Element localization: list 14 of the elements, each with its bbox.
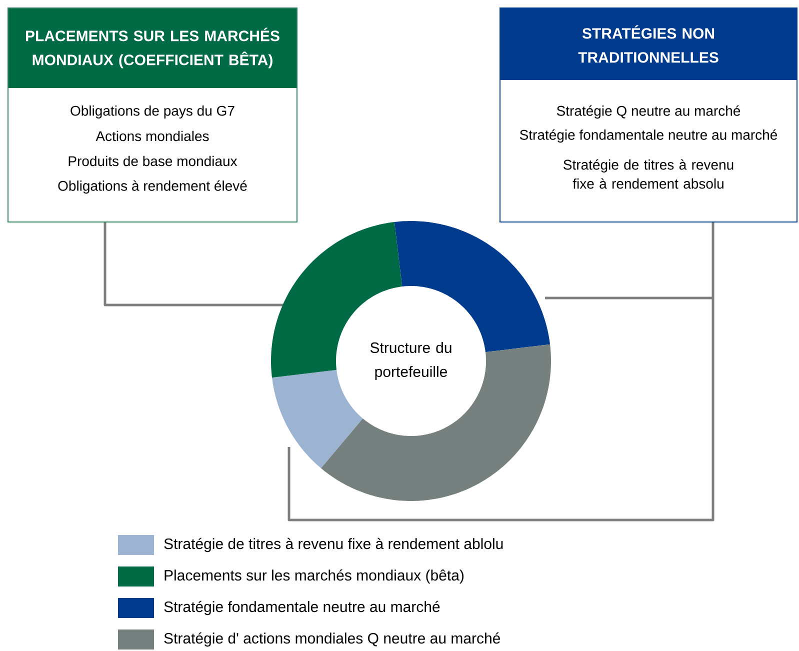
text: Structure du portefeuille [370,342,452,380]
legend-label: Stratégie fondamentale neutre au marché [164,600,440,616]
text: Actions mondiales [96,130,209,142]
text: PLACEMENTS SUR LES MARCHÉS MONDIAUX (COEFFICIENT BÊTA) [26,28,280,68]
text: Obligations à rendement élevé [58,180,247,194]
text: STRATÉGIES NON TRADITIONNELLES [578,25,718,63]
text: Stratégie Q neutre au marché [556,105,740,119]
legend-label: Stratégie de titres à revenu fixe à rendement ablolu [164,538,503,552]
text: Stratégie de titres à revenu fixe à rendement absolu [564,159,734,189]
text: Produits de base mondiaux [68,156,238,166]
text: Obligations de pays du G7 [70,105,234,119]
legend-label: Placements sur les marchés mondiaux (bêta) [164,569,464,584]
text: Stratégie fondamentale neutre au marché [520,129,778,143]
legend-label: Stratégie d' actions mondiales Q neutre au marché [164,632,500,647]
